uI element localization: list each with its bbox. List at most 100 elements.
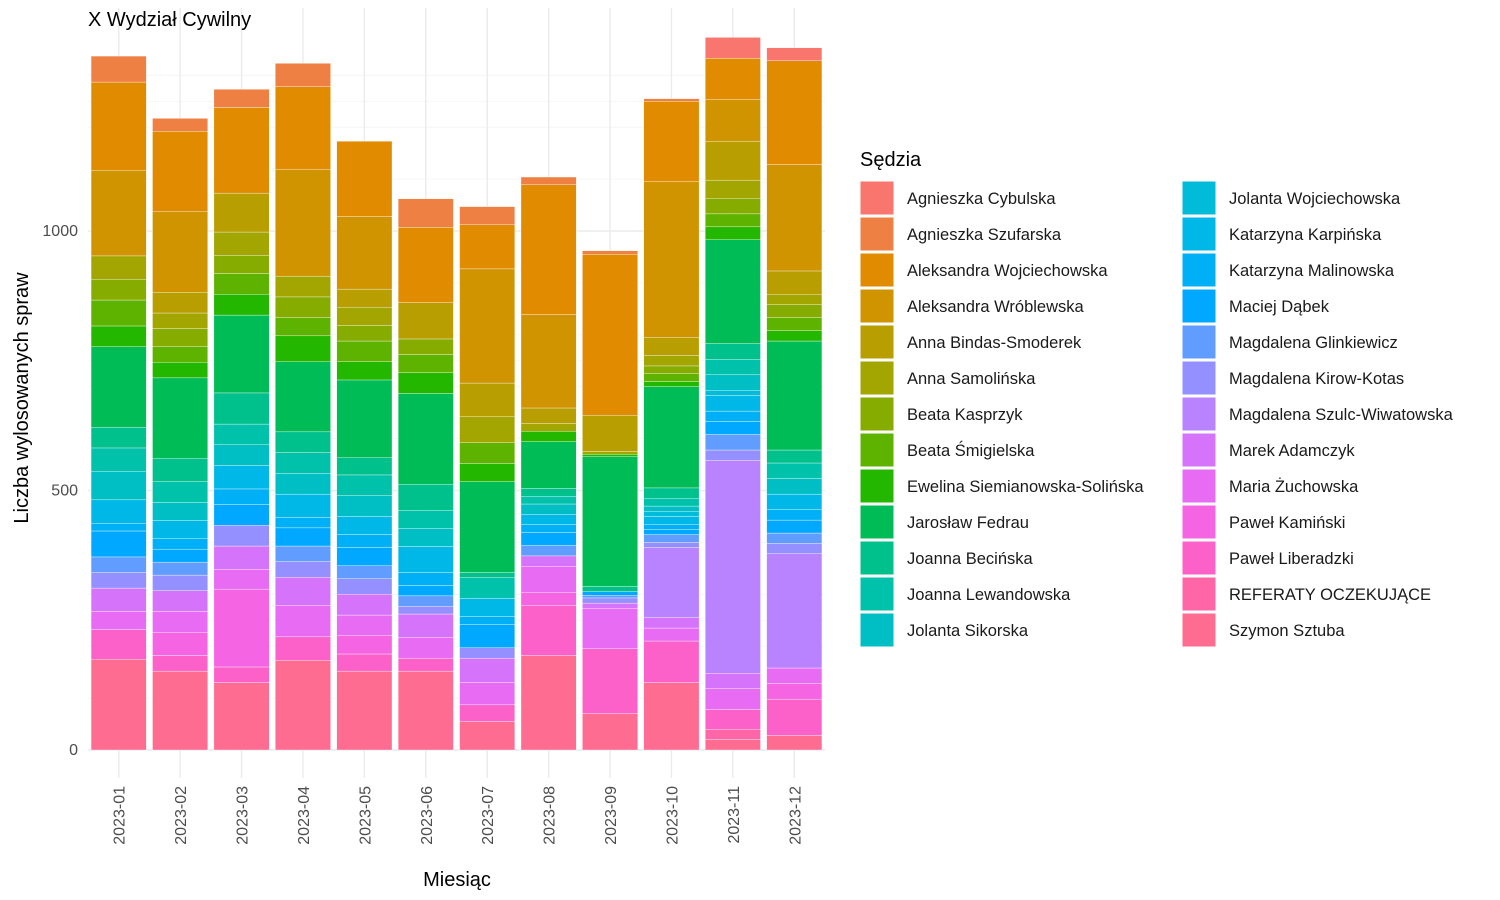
- bar-segment: Maciej Dąbek: 25: [520, 532, 577, 546]
- legend-item: Agnieszka Cybulska: [859, 180, 1056, 216]
- bar-segment: Paweł Liberadzki: 125: [582, 648, 638, 714]
- legend-swatch: [1181, 360, 1217, 396]
- x-tick-label: 2023-08: [542, 786, 559, 845]
- bar-segment: Maria Żuchowska: 40: [336, 614, 393, 636]
- bar-segment: Maciej Dąbek: 40: [213, 504, 270, 526]
- legend-label: Marek Adamczyk: [1229, 442, 1355, 460]
- bar-segment: Anna Bindas-Smoderek: 35: [336, 288, 393, 308]
- bar-segment: Ewelina Siemianowska-Solińska: 30: [152, 362, 208, 379]
- bar-segment: Magdalena Glinkiewicz: 5: [582, 595, 638, 599]
- bar-segment: Magdalena Kirow-Kotas: 10: [582, 597, 638, 604]
- legend-item: Magdalena Glinkiewicz: [1181, 324, 1398, 360]
- bar-segment: Szymon Sztuba: 152: [152, 670, 208, 751]
- bar-segment: Katarzyna Malinowska: 30: [213, 488, 270, 505]
- legend-item: Szymon Sztuba: [1181, 612, 1345, 648]
- bar-segment: Paweł Kamiński: 150: [213, 588, 270, 668]
- bar-segment: Szymon Sztuba: 28: [766, 735, 823, 751]
- bar-segment: Joanna Becińska: 60: [213, 392, 270, 425]
- legend-label: Beata Kasprzyk: [907, 406, 1023, 424]
- bar-segment: Aleksandra Wojciechowska: 145: [397, 227, 454, 303]
- legend-swatch: [859, 252, 895, 288]
- bar-segment: Jarosław Fedrau: 150: [336, 379, 393, 458]
- bar-segment: Katarzyna Malinowska: 15: [90, 523, 147, 532]
- legend-swatch: [859, 540, 895, 576]
- x-tick-label: 2023-06: [419, 786, 436, 845]
- legend-label: Paweł Liberadzki: [1229, 550, 1354, 568]
- bar-segment: Maria Żuchowska: 43: [459, 682, 516, 706]
- y-tick-label: 0: [69, 742, 78, 759]
- bar-segment: Katarzyna Karpińska: 35: [459, 598, 516, 617]
- bar-segment: Szymon Sztuba: 152: [397, 670, 454, 751]
- bar-segment: Magdalena Szulc-Wiwatowska: 220: [766, 553, 823, 669]
- bar-segment: Maria Żuchowska: 78: [582, 608, 638, 649]
- bar-segment: Maria Żuchowska: 60: [275, 605, 331, 638]
- legend-label: Szymon Sztuba: [1229, 622, 1345, 640]
- x-tick-label: 2023-10: [664, 786, 681, 845]
- legend-swatch: [859, 180, 895, 216]
- x-axis-ticks: 2023-01 2023-02 2023-03 2023-04 2023-05 2023-…: [112, 786, 805, 845]
- legend-item: Aleksandra Wojciechowska: [859, 252, 1108, 288]
- legend-label: Magdalena Kirow-Kotas: [1229, 370, 1404, 388]
- bar-segment: Jolanta Sikorska: 20: [520, 503, 577, 515]
- legend-swatch: [859, 504, 895, 540]
- bar-segment: Magdalena Glinkiewicz: 25: [336, 565, 393, 579]
- bar-segment: Aleksandra Wojciechowska: 80: [705, 57, 761, 100]
- legend-item: Anna Bindas-Smoderek: [859, 324, 1082, 360]
- bar-segment: Anna Bindas-Smoderek: 70: [397, 302, 454, 340]
- legend-item: Aleksandra Wróblewska: [859, 288, 1085, 324]
- bar-segment: Paweł Liberadzki: 80: [643, 640, 700, 683]
- legend-swatch: [859, 216, 895, 252]
- bar-segment: Paweł Liberadzki: 38: [705, 709, 761, 730]
- bar-segment: Katarzyna Karpińska: 35: [152, 520, 208, 539]
- bar-segment: Maciej Dąbek: 20: [397, 585, 454, 597]
- legend: Sędzia Agnieszka Cybulska Agnieszka Szufa…: [859, 149, 1454, 648]
- bar-segment: Katarzyna Karpińska: 30: [766, 493, 823, 510]
- legend-swatch: [1181, 288, 1217, 324]
- bar-segment: Ewelina Siemianowska-Solińska: 5: [582, 453, 638, 457]
- bar-segment: Marek Adamczyk: 45: [397, 613, 454, 638]
- bar-segment: Magdalena Kirow-Kotas: 20: [766, 543, 823, 554]
- legend-label: REFERATY OCZEKUJĄCE: [1229, 586, 1431, 604]
- bar-segment: Maciej Dąbek: 7: [582, 591, 638, 596]
- bar-segment: Magdalena Kirow-Kotas: 10: [643, 542, 700, 548]
- bar-segment: Katarzyna Malinowska: 20: [275, 517, 331, 529]
- legend-label: Anna Samolińska: [907, 370, 1036, 388]
- bar-segment: Beata Kasprzyk: 25: [766, 304, 823, 318]
- bar-segment: Maria Żuchowska: 35: [90, 611, 147, 630]
- legend-item: Agnieszka Szufarska: [859, 216, 1062, 252]
- x-tick-label: 2023-05: [357, 786, 374, 845]
- bar-segment: Beata Kasprzyk: 15: [643, 365, 700, 374]
- bar-segment: Beata Śmigielska: 35: [275, 317, 331, 337]
- bar-segment: Katarzyna Karpińska: 20: [520, 514, 577, 525]
- legend-label: Maciej Dąbek: [1229, 298, 1330, 316]
- bar-segment: Katarzyna Karpińska: 35: [336, 516, 393, 535]
- legend-item: Magdalena Szulc-Wiwatowska: [1181, 396, 1454, 432]
- legend-swatch: [1181, 540, 1217, 576]
- bar-segment: Paweł Liberadzki: 30: [213, 666, 270, 683]
- bar-segment: Magdalena Kirow-Kotas: 30: [336, 578, 393, 595]
- bar-segment: Joanna Lewandowska: 40: [336, 474, 393, 496]
- bar-segment: Aleksandra Wojciechowska: 200: [766, 60, 823, 165]
- bar-segment: Anna Bindas-Smoderek: 30: [520, 407, 577, 424]
- bar-stack: Szymon Sztuba: 182Paweł Liberadzki: 97Pa…: [520, 176, 577, 751]
- bar-segment: Katarzyna Malinowska: 10: [643, 524, 700, 530]
- x-tick-label: 2023-12: [787, 786, 804, 845]
- bar-segment: Paweł Kamiński: 45: [152, 632, 208, 656]
- bar-segment: Maria Żuchowska: 40: [397, 637, 454, 659]
- legend-label: Ewelina Siemianowska-Solińska: [907, 478, 1144, 496]
- bar-segment: Jolanta Sikorska: 35: [152, 502, 208, 521]
- bar-segment: Ewelina Siemianowska-Solińska: 35: [336, 361, 393, 381]
- bar-segment: Magdalena Kirow-Kotas: 30: [152, 574, 208, 591]
- bar-segment: Paweł Liberadzki: 25: [397, 657, 454, 672]
- bar-segment: Szymon Sztuba: 130: [213, 682, 270, 751]
- bar-segment: Beata Śmigielska: 40: [459, 442, 516, 464]
- bar-segment: Joanna Lewandowska: 40: [152, 481, 208, 503]
- bar-segment: Marek Adamczyk: 47: [459, 657, 516, 683]
- bar-stack: Szymon Sztuba: 20REFERATY OCZEKUJĄCE: 20…: [705, 37, 761, 751]
- bar-segment: Anna Samolińska: 20: [643, 355, 700, 367]
- legend-swatch: [859, 360, 895, 396]
- bar-segment: Maciej Dąbek: 25: [766, 519, 823, 534]
- bar-stack: Szymon Sztuba: 70Paweł Liberadzki: 125Ma…: [582, 250, 638, 751]
- bar-segment: Anna Bindas-Smoderek: 35: [643, 337, 700, 356]
- bar-segment: Aleksandra Wojciechowska: 155: [643, 101, 700, 182]
